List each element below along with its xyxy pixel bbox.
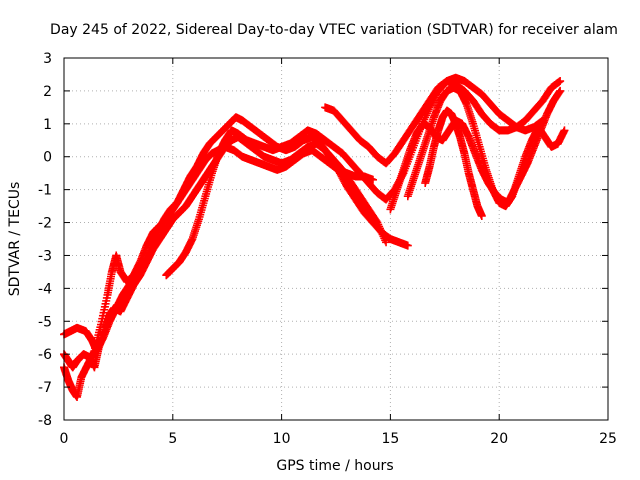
- x-axis-label: GPS time / hours: [276, 458, 393, 474]
- x-tick-label: 0: [60, 431, 69, 447]
- x-tick-label: 20: [490, 431, 508, 447]
- x-tick-label: 5: [168, 431, 177, 447]
- y-tick-label: -2: [38, 216, 52, 232]
- series: [421, 106, 486, 220]
- y-tick-label: -8: [38, 413, 52, 429]
- series: [60, 142, 377, 401]
- data-point: [368, 175, 377, 184]
- grid: [64, 58, 608, 420]
- y-tick-label: 2: [43, 84, 52, 100]
- y-tick-label: 3: [43, 51, 52, 67]
- y-tick-label: 0: [43, 150, 52, 166]
- data-point: [403, 241, 412, 250]
- y-tick-label: -3: [38, 248, 52, 264]
- data-point: [382, 238, 391, 247]
- chart-title: Day 245 of 2022, Sidereal Day-to-day VTE…: [50, 22, 618, 38]
- x-tick-label: 15: [381, 431, 399, 447]
- y-tick-label: -6: [38, 347, 52, 363]
- axes: 0 5 10 15 20 25 -8 -7 -6 -5 -4 -3 -2 -1 0 1 2 3: [38, 51, 617, 447]
- y-tick-label: -1: [38, 183, 52, 199]
- series: [321, 77, 565, 168]
- y-tick-label: -7: [38, 380, 52, 396]
- x-tick-label: 10: [273, 431, 291, 447]
- data-point: [556, 86, 565, 95]
- data-point: [556, 77, 565, 86]
- x-tick-label: 25: [599, 431, 617, 447]
- data-point: [477, 211, 486, 220]
- series: [403, 83, 569, 211]
- data-points: [60, 73, 569, 401]
- plot-frame: [63, 57, 609, 421]
- y-tick-label: 1: [43, 117, 52, 133]
- data-point: [560, 126, 569, 135]
- y-tick-label: -4: [38, 281, 52, 297]
- y-axis-label: SDTVAR / TECUs: [7, 182, 23, 297]
- y-tick-label: -5: [38, 314, 52, 330]
